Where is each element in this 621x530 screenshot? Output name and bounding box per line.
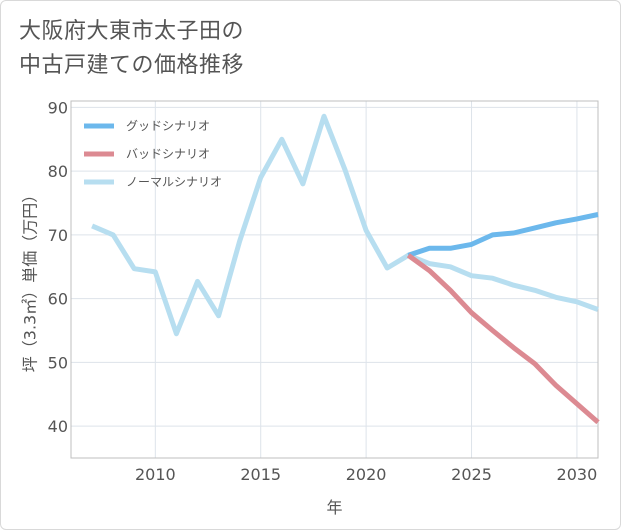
x-tick-label: 2010 <box>135 465 176 484</box>
y-tick-label: 50 <box>48 353 68 372</box>
series-line-good <box>407 212 599 258</box>
chart-title: 大阪府大東市太子田の 中古戸建ての価格推移 <box>19 15 244 83</box>
x-axis-label: 年 <box>326 498 342 517</box>
x-tick-label: 2020 <box>346 465 387 484</box>
y-tick-label: 40 <box>48 417 68 436</box>
y-tick-label: 60 <box>48 290 68 309</box>
grid-lines <box>71 101 598 458</box>
series-line-bad <box>406 253 600 425</box>
plot-area-frame <box>70 100 599 459</box>
legend-label: グッドシナリオ <box>126 119 210 133</box>
y-tick-label: 70 <box>48 226 68 245</box>
y-axis-label: 坪（3.3㎡）単価（万円） <box>21 187 40 372</box>
x-tick-label: 2030 <box>557 465 598 484</box>
y-tick-label: 80 <box>48 162 68 181</box>
y-tick-label: 90 <box>48 98 68 117</box>
legend-label: バッドシナリオ <box>126 147 210 161</box>
x-tick-label: 2015 <box>240 465 281 484</box>
chart-title-line-2: 中古戸建ての価格推移 <box>19 53 245 78</box>
chart-title-line-1: 大阪府大東市太子田の <box>19 19 245 44</box>
series-line-normal <box>91 113 599 337</box>
legend-label: ノーマルシナリオ <box>126 175 222 189</box>
series-lines <box>91 113 600 425</box>
axis-ticks: 2010 2015 2020 2025 2030 40 50 60 70 80 90 <box>48 98 598 484</box>
x-tick-label: 2025 <box>451 465 492 484</box>
